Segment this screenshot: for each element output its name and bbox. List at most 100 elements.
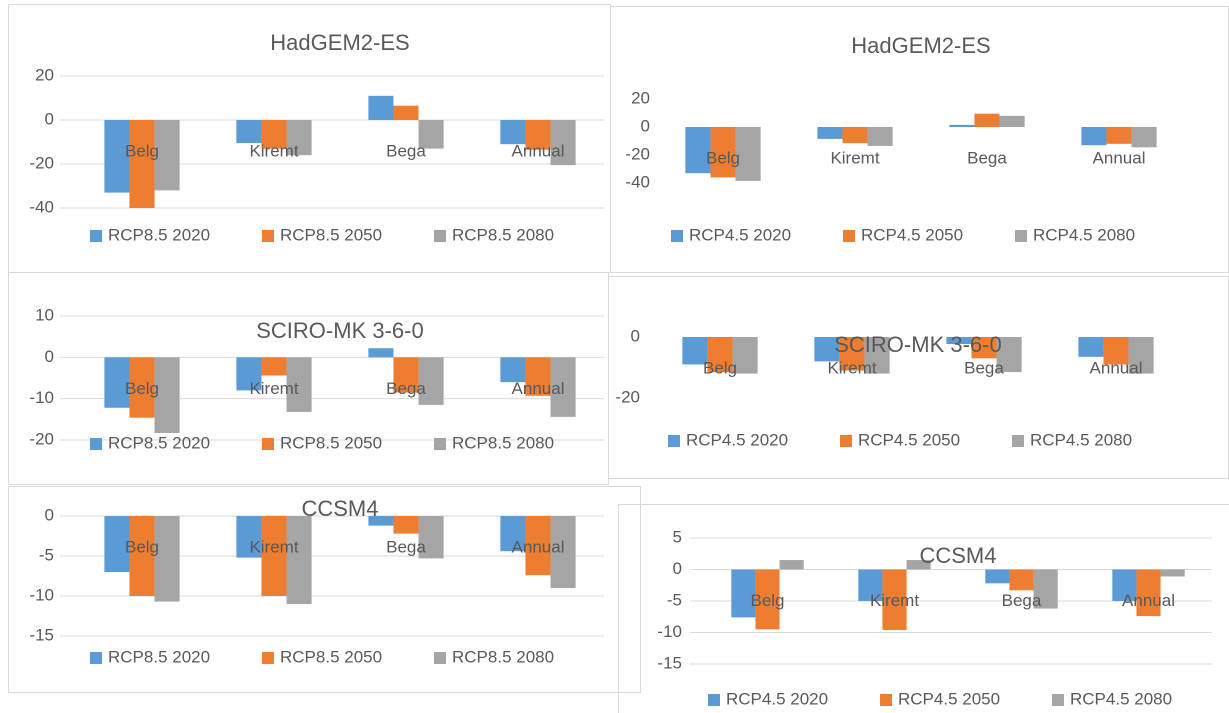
- legend-label: RCP8.5 2050: [280, 433, 382, 452]
- y-tick-label: -15: [29, 625, 54, 644]
- bar: [154, 120, 180, 191]
- legend-label: RCP4.5 2020: [689, 225, 791, 244]
- x-tick-label: Belg: [125, 379, 159, 398]
- x-tick-label: Kiremt: [249, 379, 298, 398]
- x-tick-label: Belg: [125, 141, 159, 160]
- bar: [842, 127, 868, 144]
- panel-frame: [8, 486, 641, 693]
- x-tick-label: Kiremt: [249, 537, 298, 556]
- bar: [368, 516, 394, 526]
- bar: [550, 120, 576, 166]
- x-tick-label: Bega: [1002, 591, 1042, 610]
- x-tick-label: Annual: [1093, 148, 1146, 167]
- legend-label: RCP4.5 2020: [726, 689, 828, 708]
- y-tick-label: -10: [657, 622, 682, 641]
- x-tick-label: Annual: [1122, 591, 1175, 610]
- legend-swatch: [843, 230, 855, 242]
- bar: [368, 95, 394, 120]
- bar: [393, 105, 419, 120]
- bar: [864, 337, 890, 374]
- chart-title: CCSM4: [919, 543, 996, 568]
- bar: [261, 357, 287, 376]
- legend-swatch: [90, 652, 102, 664]
- legend-swatch: [262, 652, 274, 664]
- bar: [393, 516, 419, 534]
- y-tick-label: -5: [39, 545, 54, 564]
- bar: [129, 357, 155, 418]
- bar: [858, 569, 883, 601]
- chart-title: HadGEM2-ES: [270, 30, 409, 55]
- legend-label: RCP8.5 2080: [452, 433, 554, 452]
- legend-swatch: [262, 438, 274, 450]
- legend-swatch: [1052, 694, 1064, 706]
- legend-swatch: [1015, 230, 1027, 242]
- bar: [500, 120, 526, 145]
- bar: [817, 127, 843, 139]
- bar: [949, 124, 975, 127]
- bar: [1160, 569, 1185, 577]
- legend-swatch: [90, 230, 102, 242]
- y-tick-label: -10: [29, 585, 54, 604]
- bar: [1112, 569, 1137, 601]
- y-tick-label: 20: [35, 65, 54, 84]
- y-tick-label: -20: [29, 153, 54, 172]
- legend-swatch: [880, 694, 892, 706]
- bar: [707, 337, 733, 373]
- chart-title: SCIRO-MK 3-6-0: [256, 318, 423, 343]
- bar: [1081, 127, 1107, 146]
- bar: [154, 516, 180, 602]
- legend-label: RCP8.5 2020: [108, 225, 210, 244]
- x-tick-label: Bega: [964, 358, 1004, 377]
- legend-swatch: [708, 694, 720, 706]
- y-tick-label: -40: [625, 172, 650, 191]
- legend-label: RCP4.5 2050: [898, 689, 1000, 708]
- y-tick-label: -20: [625, 144, 650, 163]
- y-tick-label: 5: [673, 527, 682, 546]
- bar: [682, 337, 708, 365]
- x-tick-label: Bega: [386, 141, 426, 160]
- x-tick-label: Kiremt: [827, 358, 876, 377]
- bar: [867, 127, 893, 146]
- x-tick-label: Kiremt: [870, 591, 919, 610]
- bar: [525, 120, 551, 150]
- legend-swatch: [1012, 435, 1024, 447]
- bar: [882, 569, 907, 630]
- bar: [418, 120, 444, 149]
- legend-label: RCP4.5 2080: [1033, 225, 1135, 244]
- x-tick-label: Bega: [386, 379, 426, 398]
- y-tick-label: -10: [29, 388, 54, 407]
- y-tick-label: -5: [667, 590, 682, 609]
- bar: [779, 560, 804, 570]
- bar: [104, 516, 130, 572]
- legend-label: RCP4.5 2080: [1070, 689, 1172, 708]
- bar: [1128, 337, 1154, 374]
- bar: [236, 120, 262, 144]
- bar: [368, 348, 394, 358]
- legend-swatch: [668, 435, 680, 447]
- bar: [104, 120, 130, 193]
- bar: [525, 516, 551, 576]
- bar: [996, 337, 1022, 373]
- legend-label: RCP8.5 2020: [108, 647, 210, 666]
- bar: [710, 127, 736, 178]
- bar: [550, 516, 576, 588]
- x-tick-label: Belg: [750, 591, 784, 610]
- chart-title: SCIRO-MK 3-6-0: [834, 332, 1001, 357]
- bar: [1078, 337, 1104, 357]
- legend-label: RCP4.5 2050: [858, 430, 960, 449]
- x-tick-label: Annual: [512, 537, 565, 556]
- y-tick-label: 0: [45, 109, 54, 128]
- bar: [261, 120, 287, 149]
- bar: [971, 337, 997, 359]
- legend-swatch: [840, 435, 852, 447]
- bar: [1131, 127, 1157, 148]
- bar: [236, 357, 262, 391]
- bar: [500, 516, 526, 552]
- bar: [418, 357, 444, 405]
- legend-label: RCP8.5 2050: [280, 225, 382, 244]
- legend-label: RCP4.5 2050: [861, 225, 963, 244]
- bar: [286, 120, 312, 156]
- bar: [286, 357, 312, 412]
- legend-label: RCP4.5 2020: [686, 430, 788, 449]
